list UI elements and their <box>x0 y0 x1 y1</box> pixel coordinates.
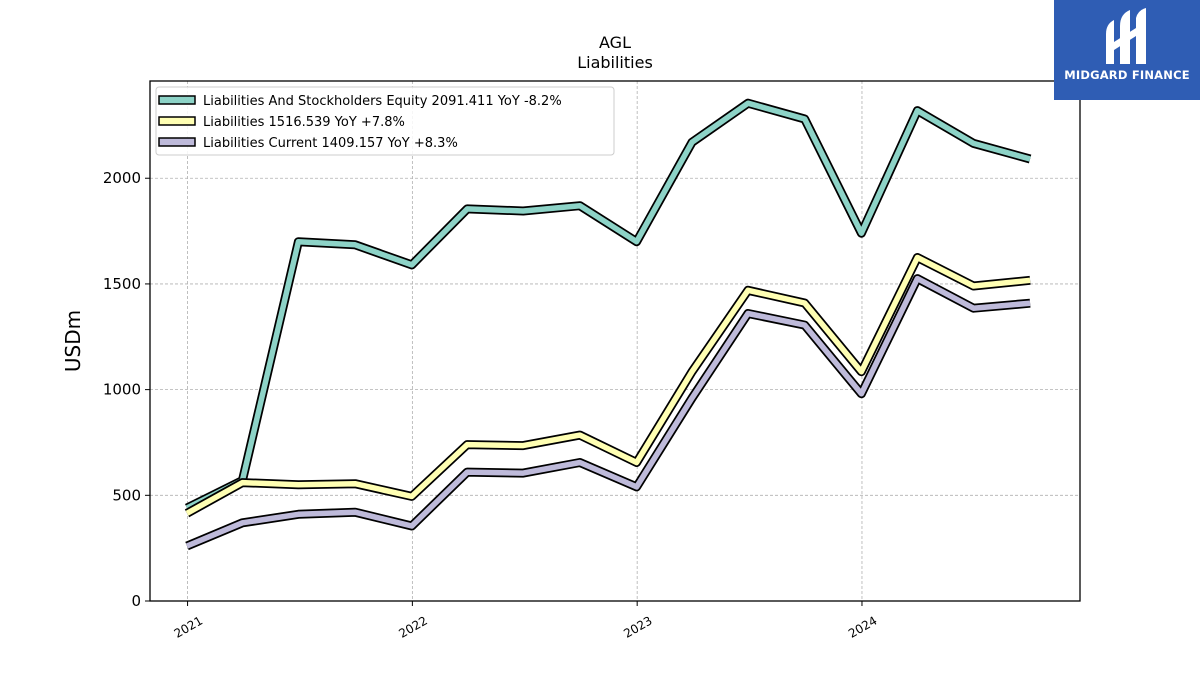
brand-mark-icon <box>1106 8 1146 64</box>
legend-box <box>155 86 615 156</box>
legend-swatch <box>158 137 196 147</box>
brand-name: MIDGARD FINANCE <box>1064 68 1190 82</box>
y-tick-label: 0 <box>131 592 141 610</box>
y-axis-label: USDm <box>61 310 85 372</box>
legend: Liabilities And Stockholders Equity 2091… <box>155 86 615 156</box>
legend-label: Liabilities Current 1409.157 YoY +8.3% <box>203 136 458 151</box>
legend-swatch <box>158 116 196 126</box>
grid <box>150 81 1080 602</box>
chart-title: AGL <box>599 33 631 52</box>
axes: 0 500 1000 1500 2000 2021 2022 2023 2024 <box>103 169 880 641</box>
legend-label: Liabilities 1516.539 YoY +7.8% <box>203 115 405 130</box>
legend-swatch <box>158 95 196 105</box>
x-tick-label: 2021 <box>172 613 205 640</box>
series-line-outline <box>185 274 1031 551</box>
x-tick-label: 2024 <box>846 613 879 640</box>
plot-frame <box>149 80 1081 602</box>
x-tick-label: 2023 <box>621 613 654 640</box>
series-line <box>185 100 1031 511</box>
x-tick-label: 2022 <box>396 613 429 640</box>
y-tick-label: 1500 <box>103 275 141 293</box>
y-tick-label: 2000 <box>103 169 141 187</box>
series-line <box>185 275 1031 549</box>
series-line <box>185 254 1031 516</box>
y-tick-label: 1000 <box>103 381 141 399</box>
brand-logo: MIDGARD FINANCE <box>1054 0 1200 100</box>
chart-subtitle: Liabilities <box>577 53 653 72</box>
y-tick-label: 500 <box>112 486 141 504</box>
legend-label: Liabilities And Stockholders Equity 2091… <box>203 94 562 109</box>
series-layer <box>184 98 1032 551</box>
